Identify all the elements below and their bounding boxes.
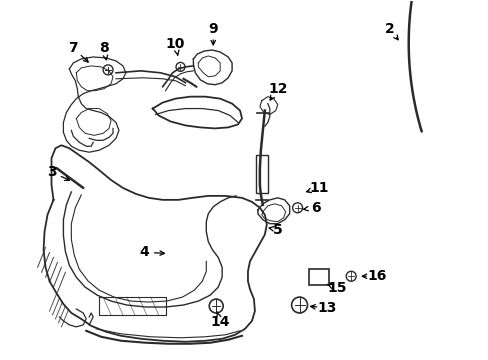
Text: 15: 15 [327,281,346,295]
Text: 3: 3 [46,165,56,179]
Text: 7: 7 [68,41,78,55]
Text: 13: 13 [317,301,336,315]
Text: 4: 4 [139,246,148,260]
Bar [255,155,267,193]
Text: 12: 12 [267,82,287,96]
Text: 11: 11 [309,181,328,195]
Bar [309,269,328,285]
Text: 2: 2 [384,22,394,36]
Text: 6: 6 [310,201,320,215]
Text: 10: 10 [165,37,185,51]
Text: 9: 9 [208,22,218,36]
Text: 16: 16 [366,269,386,283]
Text: 14: 14 [210,315,229,329]
Text: 5: 5 [272,222,282,237]
Text: 8: 8 [99,41,109,55]
